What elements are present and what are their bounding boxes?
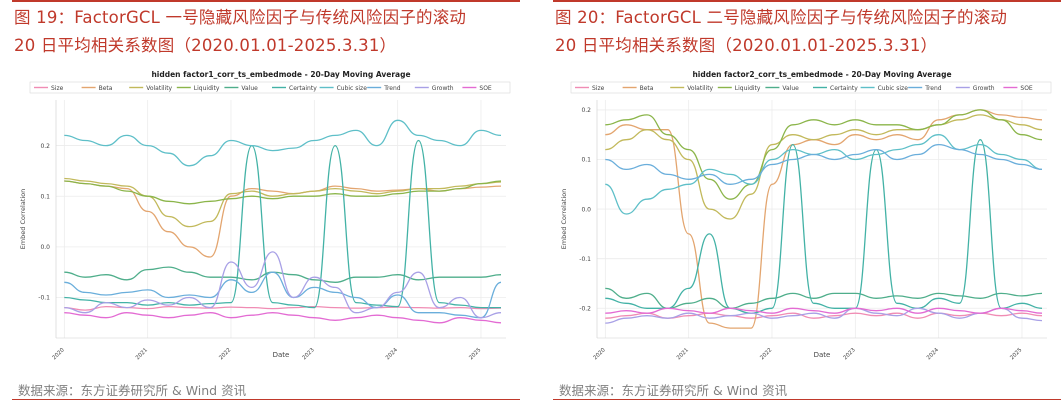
legend: Size Beta Volatility Liquidity Value Certaint… <box>570 81 1052 94</box>
legend-frame <box>570 81 1052 94</box>
x-tick-label: 2025 <box>468 347 482 361</box>
x-tick-label: 2022 <box>218 347 232 361</box>
y-axis-label: Embed Correlation <box>560 189 568 250</box>
x-tick-label: 2023 <box>843 347 857 361</box>
legend-label-volatility: Volatility <box>687 85 713 92</box>
legend-label-size: Size <box>51 85 64 92</box>
bottom-divider <box>12 399 520 400</box>
figure-19-panel: 图 19：FactorGCL 一号隐藏风险因子与传统风险因子的滚动 20 日平均… <box>12 0 520 407</box>
legend-label-beta: Beta <box>640 85 654 92</box>
x-tick-label: 2022 <box>759 347 773 361</box>
legend: Size Beta Volatility Liquidity Value Certaint… <box>29 81 511 94</box>
series-line-volatility <box>605 114 1043 220</box>
legend-label-growth: Growth <box>432 85 454 92</box>
figure-caption-line2: 20 日平均相关系数图（2020.01.01-2025.3.31） <box>555 36 938 55</box>
legend-label-value: Value <box>782 85 799 92</box>
series-line-liquidity <box>605 109 1043 200</box>
series-line-certainty <box>605 139 1043 314</box>
legend-label-cubic-size: Cubic size <box>337 85 368 92</box>
legend-label-soe: SOE <box>479 85 492 92</box>
legend-label-soe: SOE <box>1020 85 1033 92</box>
legend-frame <box>29 81 511 94</box>
x-tick-label: 2024 <box>385 347 399 361</box>
legend-label-liquidity: Liquidity <box>735 85 761 92</box>
y-tick-label: 0.0 <box>40 244 50 251</box>
legend-label-size: Size <box>592 85 605 92</box>
chart-title: hidden factor2_corr_ts_embedmode - 20-Da… <box>692 70 951 79</box>
legend-label-value: Value <box>241 85 258 92</box>
x-axis-label: Date <box>273 351 290 359</box>
series-line-soe <box>64 312 502 324</box>
source-note: 数据来源：东方证券研究所 & Wind 资讯 <box>559 383 788 398</box>
legend-label-beta: Beta <box>99 85 113 92</box>
figure-caption-line1: 图 20：FactorGCL 二号隐藏风险因子与传统风险因子的滚动 <box>555 8 1008 27</box>
chart-factor1: hidden factor1_corr_ts_embedmode - 20-Da… <box>19 70 511 361</box>
series-line-certainty <box>64 139 501 309</box>
x-tick-label: 2020 <box>52 347 66 361</box>
chart-title: hidden factor1_corr_ts_embedmode - 20-Da… <box>151 70 410 79</box>
x-tick-label: 2023 <box>302 347 316 361</box>
series-line-trend <box>64 271 502 319</box>
legend-label-growth: Growth <box>973 85 995 92</box>
legend-label-trend: Trend <box>383 85 401 92</box>
y-tick-label: 0.2 <box>581 107 591 114</box>
legend-label-certainty: Certainty <box>830 85 858 92</box>
chart-factor2: hidden factor2_corr_ts_embedmode - 20-Da… <box>560 70 1052 361</box>
legend-label-cubic-size: Cubic size <box>878 85 909 92</box>
y-axis-label: Embed Correlation <box>19 189 27 250</box>
figure-caption-line1: 图 19：FactorGCL 一号隐藏风险因子与传统风险因子的滚动 <box>14 8 467 27</box>
x-tick-label: 2021 <box>135 347 149 361</box>
y-tick-label: 0.0 <box>581 206 591 213</box>
source-note: 数据来源：东方证券研究所 & Wind 资讯 <box>18 383 247 398</box>
legend-label-liquidity: Liquidity <box>194 85 220 92</box>
x-tick-label: 2021 <box>676 347 690 361</box>
top-divider <box>12 0 520 2</box>
y-tick-label: -0.1 <box>579 256 591 263</box>
series-line-growth <box>64 251 502 319</box>
figure-caption-line2: 20 日平均相关系数图（2020.01.01-2025.3.31） <box>14 36 397 55</box>
series-line-liquidity <box>64 180 502 205</box>
top-divider <box>553 0 1061 2</box>
series-line-soe <box>605 307 1043 314</box>
series-line-growth <box>605 307 1043 324</box>
figure-20-panel: 图 20：FactorGCL 二号隐藏风险因子与传统风险因子的滚动 20 日平均… <box>553 0 1061 407</box>
x-tick-label: 2024 <box>926 347 940 361</box>
x-axis-label: Date <box>814 351 831 359</box>
y-tick-label: -0.1 <box>38 295 50 302</box>
plot-area <box>597 100 1047 338</box>
series-line-trend <box>605 143 1043 185</box>
y-tick-label: -0.2 <box>579 305 591 312</box>
y-tick-label: 0.2 <box>40 143 50 150</box>
legend-label-certainty: Certainty <box>289 85 317 92</box>
bottom-divider <box>553 399 1061 400</box>
series-line-size <box>605 312 1043 319</box>
x-tick-label: 2025 <box>1009 347 1023 361</box>
series-line-size <box>64 305 502 311</box>
x-tick-label: 2020 <box>593 347 607 361</box>
y-tick-label: 0.1 <box>581 157 591 164</box>
legend-label-trend: Trend <box>924 85 942 92</box>
legend-label-volatility: Volatility <box>146 85 172 92</box>
series-line-volatility <box>64 177 502 228</box>
y-tick-label: 0.1 <box>40 193 50 200</box>
series-line-beta <box>64 180 502 258</box>
series-line-value <box>605 287 1043 309</box>
series-line-cubic-size <box>64 119 502 167</box>
series-line-cubic-size <box>605 134 1043 215</box>
